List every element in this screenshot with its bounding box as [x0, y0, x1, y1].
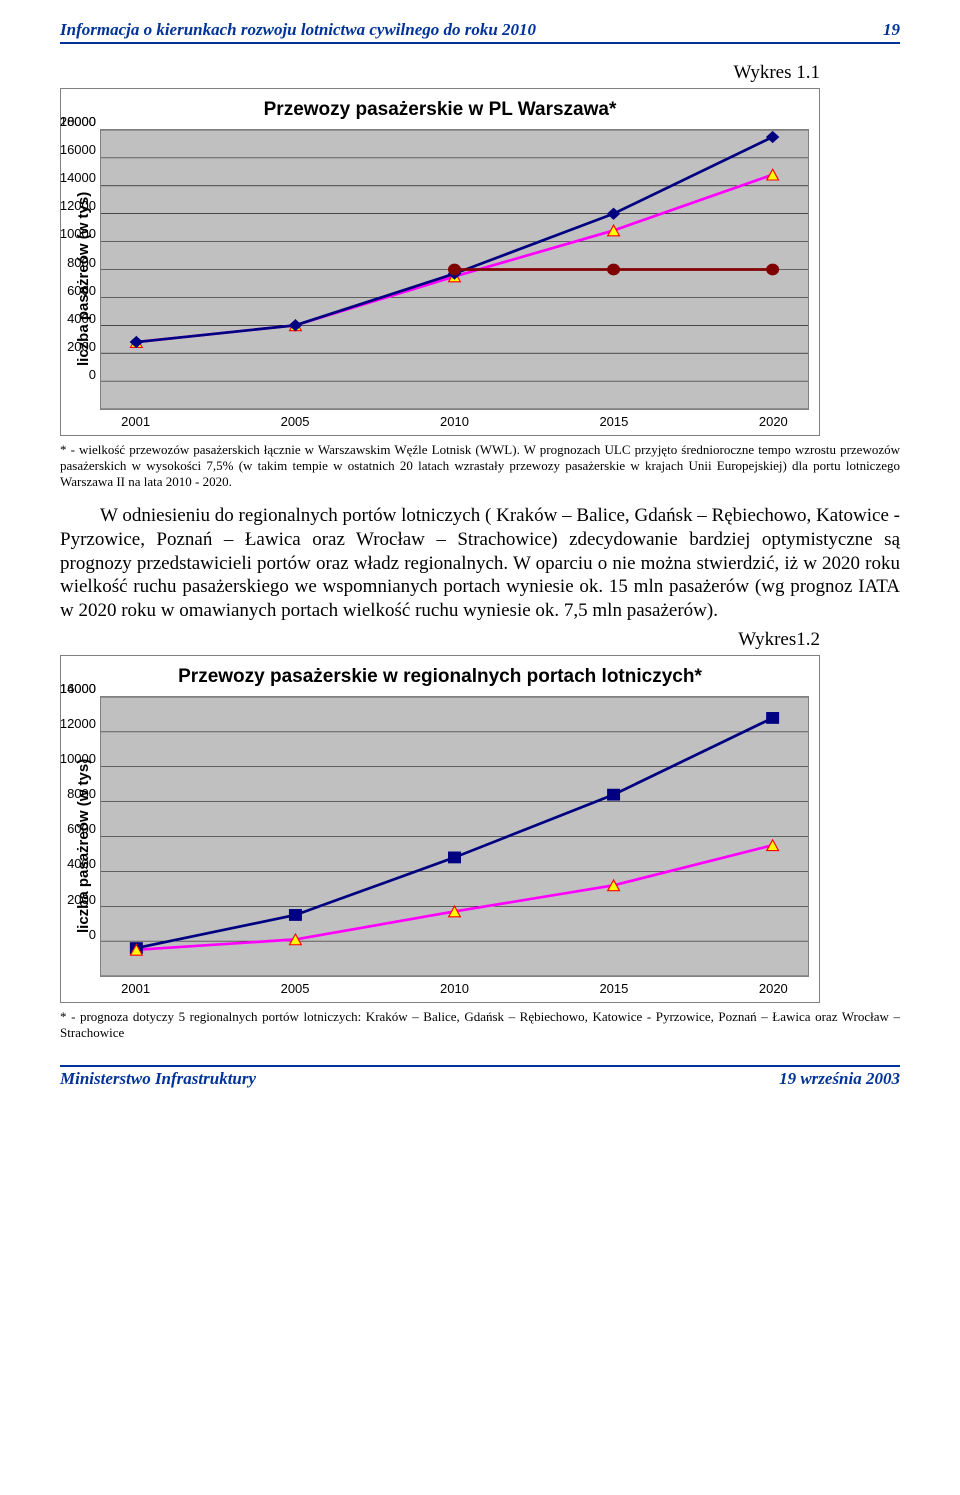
chart1-label: Wykres 1.1: [60, 62, 820, 84]
page-footer: Ministerstwo Infrastruktury 19 września …: [60, 1065, 900, 1089]
page-number: 19: [883, 20, 900, 40]
paragraph-1-text: W odniesieniu do regionalnych portów lot…: [60, 505, 900, 621]
chart2-frame: Przewozy pasażerskie w regionalnych port…: [60, 655, 820, 1003]
chart1-frame: Przewozy pasażerskie w PL Warszawa* Prog…: [60, 88, 820, 436]
chart1-xticks: 20012005201020152020: [100, 414, 809, 429]
chart2-footnote: * - prognoza dotyczy 5 regionalnych port…: [60, 1009, 900, 1041]
chart1-title: Przewozy pasażerskie w PL Warszawa*: [71, 99, 809, 121]
header-title: Informacja o kierunkach rozwoju lotnictw…: [60, 20, 536, 40]
chart2-ylabel: liczba pasażreów (w tys): [71, 696, 96, 996]
paragraph-1: W odniesieniu do regionalnych portów lot…: [60, 504, 900, 623]
chart2-plot: [100, 696, 809, 977]
chart1-plot: [100, 129, 809, 410]
chart2-title: Przewozy pasażerskie w regionalnych port…: [71, 666, 809, 688]
chart1-footnote: * - wielkość przewozów pasażerskich łącz…: [60, 442, 900, 490]
footer-right: 19 września 2003: [779, 1069, 900, 1089]
footer-left: Ministerstwo Infrastruktury: [60, 1069, 256, 1089]
chart2-xticks: 20012005201020152020: [100, 981, 809, 996]
page-header: Informacja o kierunkach rozwoju lotnictw…: [60, 20, 900, 44]
chart2-label: Wykres1.2: [60, 629, 820, 651]
